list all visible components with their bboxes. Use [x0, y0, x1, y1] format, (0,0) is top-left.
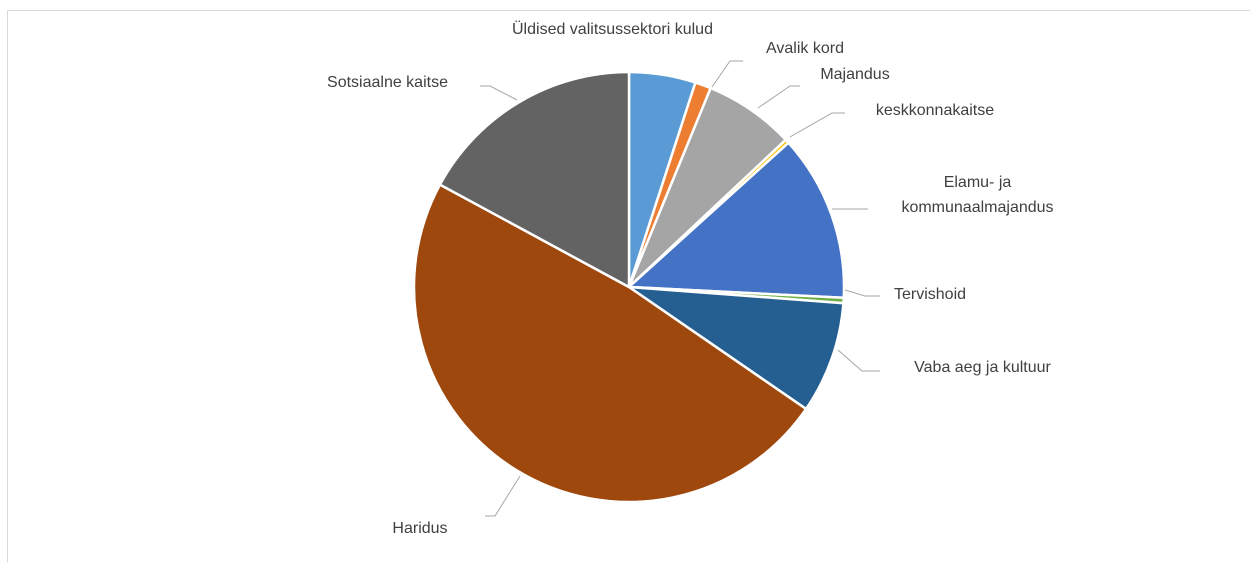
- slice-label: Majandus: [820, 66, 890, 83]
- pie-slice: [625, 141, 846, 300]
- slice-label: Elamu- ja kommunaalmajandus: [901, 174, 1054, 216]
- slice-label: Vaba aeg ja kultuur: [914, 359, 1051, 376]
- leader-line: [844, 289, 880, 297]
- leader-line: [711, 60, 743, 88]
- slice-label: Üldised valitsussektori kulud: [512, 21, 713, 38]
- slice-label: Avalik kord: [766, 40, 844, 57]
- slice-label: Sotsiaalne kaitse: [327, 74, 448, 91]
- leader-line: [837, 349, 880, 372]
- chart-frame: [7, 10, 1250, 562]
- slice-label: Haridus: [392, 520, 448, 537]
- leader-line: [789, 112, 845, 138]
- leader-line: [485, 475, 521, 517]
- leader-line: [480, 85, 518, 101]
- pie-slice: [624, 285, 845, 411]
- pie-slice: [438, 70, 631, 290]
- leader-line: [757, 85, 800, 109]
- slice-label: keskkonnakaitse: [875, 102, 995, 119]
- slice-label: Tervishoid: [893, 286, 967, 303]
- pie-slice: [412, 182, 808, 504]
